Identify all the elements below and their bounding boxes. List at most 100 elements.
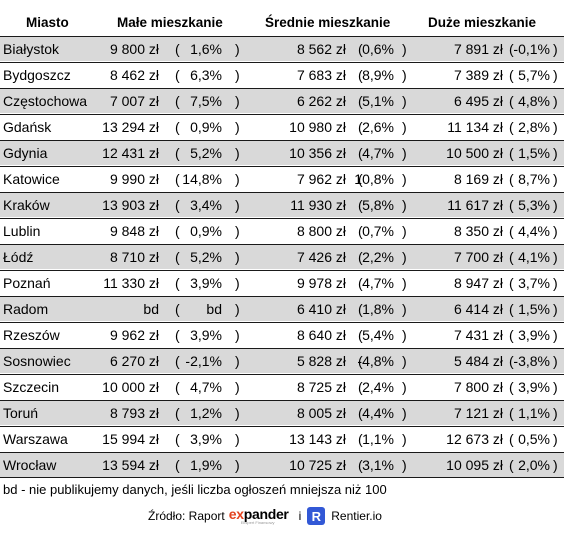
paren-close: ) bbox=[402, 457, 407, 473]
paren-open: ( bbox=[358, 119, 363, 135]
paren-close: ) bbox=[553, 249, 558, 265]
paren-close: ) bbox=[235, 119, 240, 135]
cell-medium: 10 980 zł bbox=[289, 119, 346, 135]
paren-open: ( bbox=[509, 379, 514, 395]
paren-open: ( bbox=[509, 457, 514, 473]
cell-large-change: 2,0% bbox=[518, 457, 550, 473]
cell-small: 11 330 zł bbox=[103, 275, 159, 291]
cell-large: 7 121 zł bbox=[453, 405, 503, 421]
cell-medium-change: 0,7% bbox=[362, 223, 394, 239]
header-city: Miasto bbox=[26, 15, 69, 30]
cell-large: 8 947 zł bbox=[453, 275, 503, 291]
paren-open: ( bbox=[175, 119, 180, 135]
table-row: Gdańsk 13 294 zł (0,9%) 10 980 zł (2,6%) 11 1… bbox=[0, 114, 564, 140]
cell-small-change: 3,9% bbox=[190, 327, 222, 343]
paren-close: ) bbox=[402, 301, 407, 317]
cell-city: Łódź bbox=[3, 249, 34, 265]
cell-small-change: 1,2% bbox=[190, 405, 222, 421]
cell-city: Katowice bbox=[3, 171, 60, 187]
table-row: Łódź 8 710 zł (5,2%) 7 426 zł (2,2%) 7 700 zł… bbox=[0, 244, 564, 270]
cell-medium-change: 8,9% bbox=[362, 67, 394, 83]
paren-open: ( bbox=[509, 405, 514, 421]
cell-small: 7 007 zł bbox=[109, 93, 159, 109]
table-row: Sosnowiec 6 270 zł(-2,1%) 5 828 zł(-4,8%) 5… bbox=[0, 348, 564, 374]
paren-close: ) bbox=[235, 197, 240, 213]
paren-close: ) bbox=[553, 119, 558, 135]
cell-small-change: 0,9% bbox=[190, 119, 222, 135]
paren-close: ) bbox=[235, 67, 240, 83]
paren-close: ) bbox=[553, 405, 558, 421]
paren-open: ( bbox=[358, 41, 363, 57]
cell-city: Warszawa bbox=[3, 431, 68, 447]
paren-close: ) bbox=[553, 353, 558, 369]
cell-city: Wrocław bbox=[3, 457, 57, 473]
header-medium: Średnie mieszkanie bbox=[265, 15, 391, 30]
paren-close: ) bbox=[235, 379, 240, 395]
cell-large-change: 3,9% bbox=[518, 327, 550, 343]
paren-open: ( bbox=[175, 327, 180, 343]
cell-medium-change: 4,7% bbox=[362, 145, 394, 161]
cell-large: 5 484 zł bbox=[453, 353, 503, 369]
paren-open: ( bbox=[175, 275, 180, 291]
cell-medium: 7 962 zł bbox=[296, 171, 346, 187]
paren-open: ( bbox=[509, 145, 514, 161]
cell-large-change: 5,3% bbox=[518, 197, 550, 213]
paren-close: ) bbox=[402, 379, 407, 395]
paren-open: ( bbox=[509, 327, 514, 343]
paren-close: ) bbox=[235, 431, 240, 447]
cell-medium: 13 143 zł bbox=[289, 431, 346, 447]
cell-medium: 8 800 zł bbox=[296, 223, 346, 239]
cell-small-change: 3,4% bbox=[190, 197, 222, 213]
cell-medium: 7 426 zł bbox=[296, 249, 346, 265]
source-line: Źródło: Raport expander Ekspert Finansow… bbox=[148, 505, 382, 527]
paren-close: ) bbox=[402, 197, 407, 213]
cell-large-change: 4,4% bbox=[518, 223, 550, 239]
cell-small-change: 3,9% bbox=[190, 275, 222, 291]
paren-open: ( bbox=[175, 249, 180, 265]
paren-open: ( bbox=[175, 67, 180, 83]
table-row: Szczecin 10 000 zł (4,7%) 8 725 zł (2,4%) 7 8… bbox=[0, 374, 564, 400]
paren-close: ) bbox=[235, 405, 240, 421]
cell-small-change: 14,8% bbox=[182, 171, 222, 187]
paren-close: ) bbox=[402, 249, 407, 265]
paren-open: ( bbox=[358, 431, 363, 447]
paren-close: ) bbox=[235, 171, 240, 187]
paren-open: ( bbox=[509, 223, 514, 239]
paren-close: ) bbox=[402, 171, 407, 187]
cell-large-change: 8,7% bbox=[518, 171, 550, 187]
cell-medium: 8 562 zł bbox=[296, 41, 346, 57]
paren-open: ( bbox=[509, 41, 514, 57]
table-row: Wrocław 13 594 zł (1,9%) 10 725 zł (3,1%) 10 … bbox=[0, 452, 564, 478]
cell-small: 13 294 zł bbox=[102, 119, 159, 135]
paren-close: ) bbox=[402, 405, 407, 421]
paren-open: ( bbox=[358, 223, 363, 239]
cell-medium: 8 640 zł bbox=[296, 327, 346, 343]
cell-large: 11 134 zł bbox=[447, 119, 503, 135]
cell-city: Poznań bbox=[3, 275, 51, 291]
paren-close: ) bbox=[553, 275, 558, 291]
table-header: Miasto Małe mieszkanie Średnie mieszkani… bbox=[0, 12, 564, 36]
cell-large-change: 3,7% bbox=[518, 275, 550, 291]
paren-open: ( bbox=[175, 41, 180, 57]
paren-close: ) bbox=[402, 93, 407, 109]
cell-medium: 6 262 zł bbox=[296, 93, 346, 109]
cell-small: 13 903 zł bbox=[102, 197, 159, 213]
paren-open: ( bbox=[358, 197, 363, 213]
paren-close: ) bbox=[553, 41, 558, 57]
paren-open: ( bbox=[509, 119, 514, 135]
cell-small-change: 0,9% bbox=[190, 223, 222, 239]
cell-large-change: 2,8% bbox=[518, 119, 550, 135]
paren-open: ( bbox=[358, 457, 363, 473]
header-small: Małe mieszkanie bbox=[117, 15, 223, 30]
cell-medium-change: -4,8% bbox=[357, 353, 394, 369]
cell-large-change: 1,5% bbox=[518, 301, 550, 317]
cell-city: Białystok bbox=[3, 41, 60, 57]
cell-large-change: -3,8% bbox=[513, 353, 550, 369]
paren-close: ) bbox=[235, 275, 240, 291]
paren-close: ) bbox=[235, 457, 240, 473]
cell-large: 6 495 zł bbox=[453, 93, 503, 109]
cell-small-change: 1,9% bbox=[190, 457, 222, 473]
header-large: Duże mieszkanie bbox=[428, 15, 537, 30]
paren-open: ( bbox=[175, 431, 180, 447]
cell-small: 15 994 zł bbox=[102, 431, 159, 447]
